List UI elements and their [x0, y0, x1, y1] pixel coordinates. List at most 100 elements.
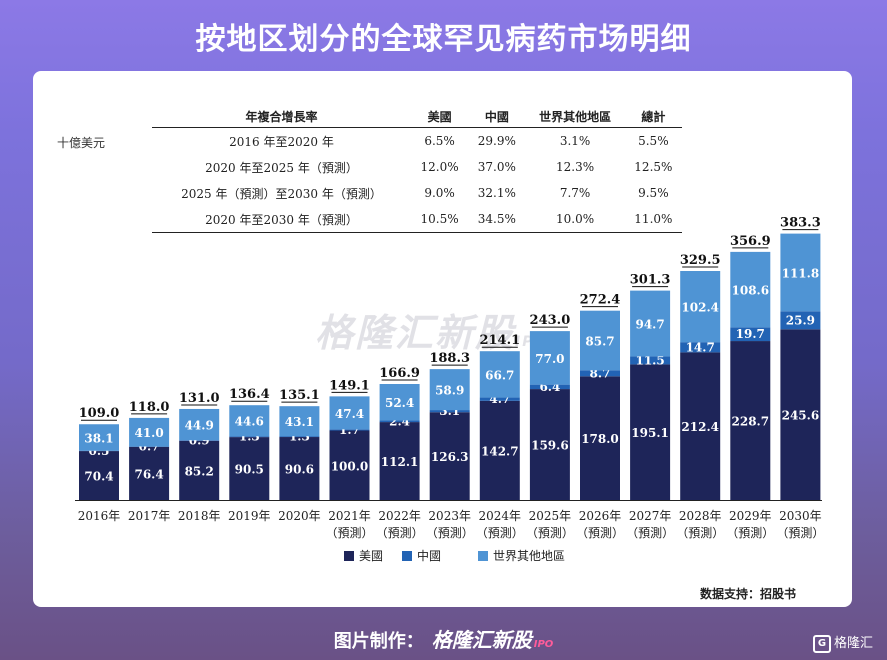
segment-value-label: 142.7 [481, 444, 519, 458]
bar-segment-us [630, 364, 671, 500]
bar-segment-rest [79, 424, 119, 451]
bar-segment-china [479, 397, 520, 401]
legend-swatch [344, 551, 354, 561]
x-tick-label: 2023年 [428, 509, 471, 523]
segment-value-label: 44.9 [185, 419, 214, 433]
segment-value-label: 178.0 [581, 432, 619, 446]
legend-label: 世界其他地區 [493, 549, 565, 563]
cagr-period: 2016 年至2020 年 [229, 134, 334, 149]
bar-segment-us [680, 352, 721, 500]
bar-segment-rest [730, 251, 771, 328]
bar-segment-rest [329, 396, 370, 430]
total-value-label: 383.3 [780, 216, 821, 231]
cagr-rest: 12.3% [556, 160, 595, 174]
corner-brand-text: 格隆汇 [833, 636, 873, 651]
footer: 图片制作： 格隆汇新股 IPO [0, 624, 887, 653]
bar-segment-rest [129, 417, 170, 447]
bar-segment-us [379, 422, 420, 500]
segment-value-label: 90.5 [235, 463, 264, 477]
watermark-text: 格隆汇新股 [315, 311, 516, 355]
total-value-label: 135.1 [279, 388, 320, 403]
total-value-label: 109.0 [79, 406, 120, 421]
bar-segment-rest [179, 408, 220, 441]
cagr-row: 2025 年（預測）至2030 年（預測） 9.0% 32.1% 7.7% 9.… [152, 180, 682, 206]
x-tick-label: 2020年 [278, 509, 321, 523]
total-value-label: 166.9 [379, 366, 420, 381]
segment-value-label: 41.0 [134, 426, 163, 440]
x-tick-sublabel: （預測） [476, 526, 524, 540]
legend-label: 中國 [417, 548, 441, 563]
bar-segment-china [229, 436, 270, 438]
segment-value-label: 38.1 [84, 431, 113, 445]
bar-segment-rest [479, 351, 520, 398]
bar-segment-china [580, 370, 620, 377]
segment-value-label: 85.7 [585, 334, 614, 348]
bar-segment-rest [580, 310, 620, 371]
legend-label: 美國 [359, 549, 383, 563]
x-tick-label: 2025年 [529, 509, 572, 523]
segment-value-label: 19.7 [736, 327, 765, 341]
x-tick-label: 2021年 [328, 509, 371, 523]
segment-value-label: 245.6 [782, 409, 820, 423]
bar-segment-us [429, 412, 470, 500]
x-tick-sublabel: （預測） [576, 526, 624, 540]
footer-brand: 格隆汇新股 [431, 628, 532, 652]
bar-segment-rest [279, 406, 320, 437]
corner-brand: G 格隆汇 [812, 632, 873, 653]
total-value-label: 136.4 [229, 387, 270, 402]
segment-value-label: 43.1 [285, 415, 314, 429]
x-tick-label: 2019年 [228, 509, 271, 523]
bar-segment-us [129, 446, 170, 500]
unit-label: 十億美元 [57, 136, 106, 150]
cagr-china: 37.0% [477, 160, 516, 174]
bar-segment-rest [229, 405, 270, 437]
segment-value-label: 111.8 [782, 266, 820, 280]
source-label: 数据支持：招股书 [700, 587, 797, 601]
cagr-row: 2016 年至2020 年 6.5% 29.9% 3.1% 5.5% [152, 128, 682, 155]
total-value-label: 149.1 [329, 378, 370, 393]
bar-segment-us [229, 437, 270, 500]
segment-value-label: 14.7 [686, 340, 715, 354]
bar-segment-rest [780, 233, 821, 312]
bar-segment-china [379, 420, 420, 423]
segment-value-label: 159.6 [531, 439, 569, 453]
total-value-label: 214.1 [479, 333, 520, 348]
x-tick-sublabel: （預測） [676, 526, 724, 540]
segment-value-label: 58.9 [435, 384, 464, 398]
bar-segment-us [179, 440, 220, 500]
bar-segment-rest [529, 331, 570, 385]
segment-value-label: 47.4 [335, 407, 364, 421]
cagr-us: 12.0% [420, 160, 459, 174]
x-tick-label: 2018年 [178, 509, 221, 523]
segment-value-label: 66.7 [485, 368, 514, 382]
total-value-label: 243.0 [530, 313, 571, 328]
bar-segment-china [630, 356, 671, 365]
total-value-label: 188.3 [429, 351, 470, 366]
segment-value-label: 126.3 [431, 450, 469, 464]
legend-swatch [402, 551, 412, 561]
bar-segment-china [780, 311, 821, 330]
bar-segment-china [529, 384, 570, 390]
segment-value-label: 90.6 [285, 463, 314, 477]
segment-value-label: 77.0 [535, 352, 564, 366]
segment-value-label: 228.7 [732, 415, 770, 429]
total-value-label: 118.0 [129, 400, 170, 415]
segment-value-label: 52.4 [385, 396, 414, 410]
x-tick-label: 2024年 [479, 509, 522, 523]
segment-value-label: 102.4 [681, 301, 719, 315]
x-tick-sublabel: （預測） [426, 526, 474, 540]
bar-segment-china [279, 436, 320, 438]
cagr-header-period: 年複合增長率 [152, 105, 411, 128]
cagr-row: 2020 年至2030 年（預測） 10.5% 34.5% 10.0% 11.0… [152, 206, 682, 233]
cagr-row: 2020 年至2025 年（預測） 12.0% 37.0% 12.3% 12.5… [152, 154, 682, 180]
cagr-total: 11.0% [624, 206, 682, 233]
bar-segment-rest [379, 384, 420, 421]
bar-segment-china [429, 410, 470, 413]
bar-segment-china [329, 429, 370, 431]
bar-segment-rest [630, 290, 671, 357]
segment-value-label: 25.9 [786, 313, 815, 327]
x-tick-label: 2017年 [128, 509, 171, 523]
segment-value-label: 212.4 [681, 420, 719, 434]
cagr-total: 12.5% [634, 160, 673, 174]
